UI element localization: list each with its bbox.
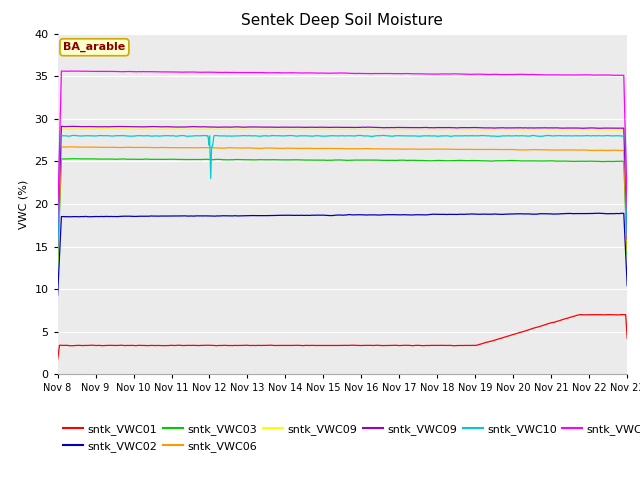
Text: BA_arable: BA_arable [63,42,125,52]
Y-axis label: VWC (%): VWC (%) [19,180,29,228]
Legend: sntk_VWC01, sntk_VWC02, sntk_VWC03, sntk_VWC06, sntk_VWC09, sntk_VWC09, sntk_VWC: sntk_VWC01, sntk_VWC02, sntk_VWC03, sntk… [63,424,640,452]
Title: Sentek Deep Soil Moisture: Sentek Deep Soil Moisture [241,13,444,28]
